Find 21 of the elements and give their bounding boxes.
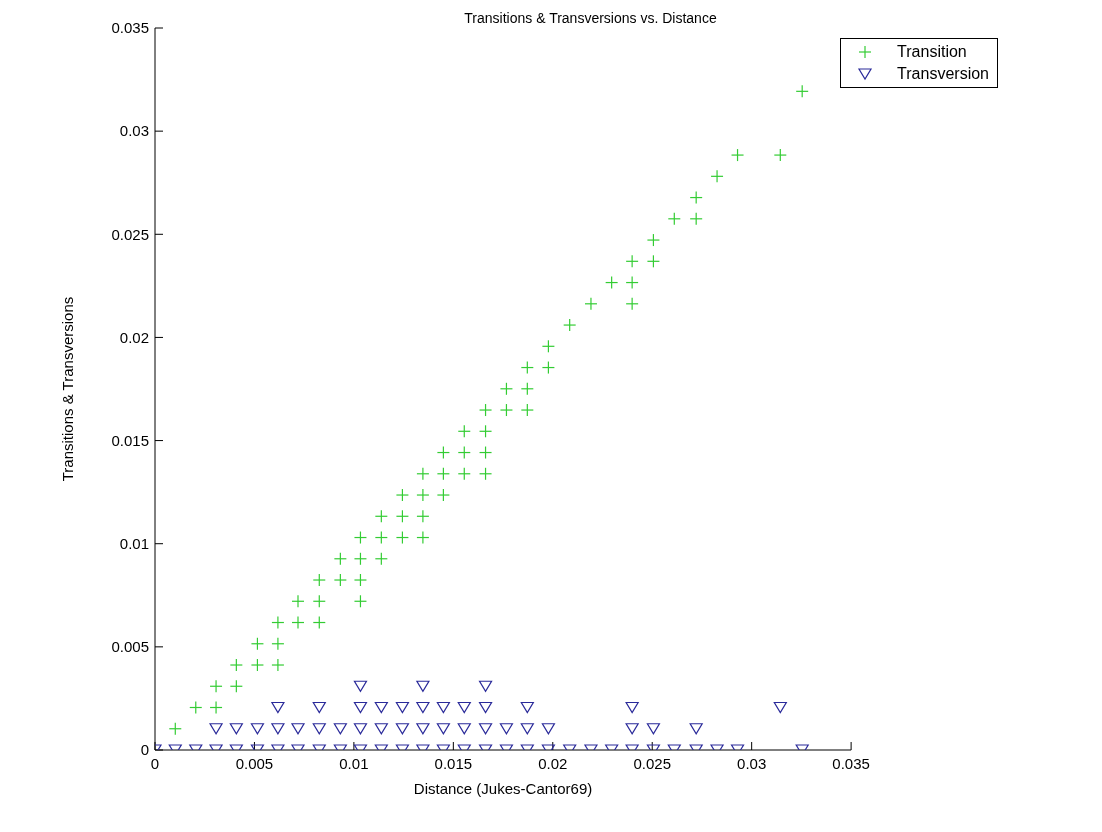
y-tick-label: 0.03: [119, 122, 149, 140]
y-tick-label: 0.02: [119, 328, 149, 346]
y-tick-label: 0.035: [111, 19, 149, 37]
x-tick-label: 0.025: [633, 754, 671, 772]
legend-label: Transversion: [897, 65, 989, 83]
x-tick-label: 0.015: [434, 754, 473, 772]
y-axis-title: Transitions & Transversions: [59, 296, 77, 482]
x-tick-label: 0.01: [339, 754, 369, 772]
y-tick-label: 0: [140, 741, 149, 759]
x-axis-title: Distance (Jukes-Cantor69): [413, 780, 593, 797]
x-tick-label: 0.005: [235, 754, 274, 772]
y-tick-label: 0.025: [111, 225, 149, 243]
chart-title: Transitions & Transversions vs. Distance: [463, 10, 718, 26]
y-tick-label: 0.015: [111, 431, 149, 449]
legend-label: Transition: [897, 43, 967, 61]
x-tick-label: 0.035: [832, 754, 870, 772]
y-tick-label: 0.01: [119, 535, 149, 553]
x-tick-label: 0.02: [538, 754, 568, 772]
x-tick-label: 0: [150, 754, 160, 772]
y-tick-label: 0.005: [111, 638, 149, 656]
x-tick-label: 0.03: [737, 754, 767, 772]
